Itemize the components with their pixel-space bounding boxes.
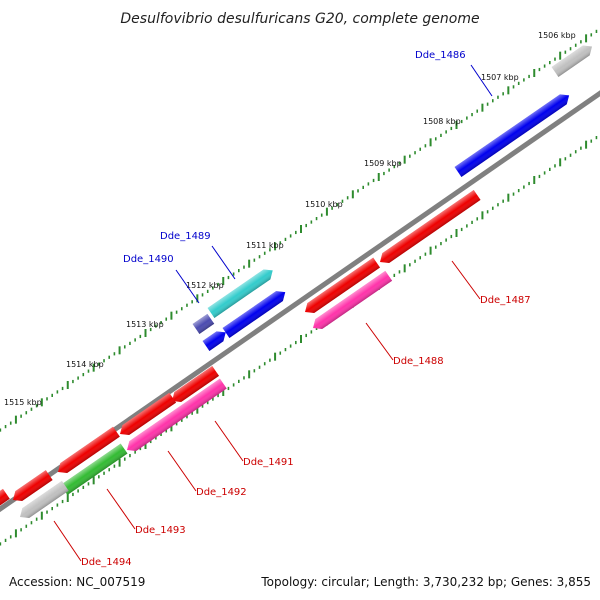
gene-arrow-g_blue_mid[interactable] bbox=[222, 287, 289, 338]
tick-label: 1511 kbp bbox=[246, 241, 284, 250]
summary-text: Topology: circular; Length: 3,730,232 bp… bbox=[260, 575, 591, 589]
gene-shading bbox=[20, 480, 69, 518]
gene-label-dde_1490[interactable]: Dde_1490 bbox=[123, 254, 174, 265]
gene-arrow-dde_1493[interactable] bbox=[60, 443, 128, 495]
gene-arrow-dde_1490[interactable] bbox=[192, 313, 215, 334]
gene-label-dde_1492[interactable]: Dde_1492 bbox=[196, 487, 247, 498]
gene-shading bbox=[207, 269, 273, 318]
gene-arrow-dde_1488[interactable] bbox=[310, 270, 393, 333]
gene-leader-line bbox=[53, 520, 82, 562]
gene-layer bbox=[0, 42, 596, 522]
gene-arrow-dde_1487[interactable] bbox=[377, 190, 481, 267]
gene-arrow-g_red_low1[interactable] bbox=[55, 426, 120, 477]
gene-label-dde_1486[interactable]: Dde_1486 bbox=[415, 50, 466, 61]
gene-leader-line bbox=[214, 420, 244, 462]
gene-arrow-g_grey_top[interactable] bbox=[551, 42, 596, 77]
gene-label-dde_1491[interactable]: Dde_1491 bbox=[243, 457, 294, 468]
gene-shading bbox=[551, 45, 593, 77]
tick-label: 1515 kbp bbox=[4, 398, 42, 407]
gene-leader-line bbox=[211, 245, 236, 280]
gene-label-dde_1488[interactable]: Dde_1488 bbox=[393, 356, 444, 367]
gene-shading bbox=[120, 392, 177, 435]
gene-leader-line bbox=[365, 322, 394, 361]
gene-leader-line bbox=[451, 260, 481, 300]
map-title: Desulfovibrio desulfuricans G20, complet… bbox=[120, 11, 479, 27]
gene-shading bbox=[313, 270, 393, 329]
gene-arrow-dde_1494[interactable] bbox=[17, 480, 69, 522]
gene-shading bbox=[0, 488, 10, 513]
gene-arrow-g_blue_small[interactable] bbox=[202, 327, 230, 351]
gene-label-dde_1493[interactable]: Dde_1493 bbox=[135, 525, 186, 536]
gene-shading bbox=[454, 94, 570, 177]
gene-arrow-g_red_1487b[interactable] bbox=[302, 257, 381, 317]
gene-leader-line bbox=[106, 488, 136, 530]
gene-shading bbox=[380, 190, 481, 263]
gene-shading bbox=[222, 291, 286, 338]
gene-arrow-dde_1489[interactable] bbox=[207, 265, 277, 318]
tick-label: 1513 kbp bbox=[126, 320, 164, 329]
gene-shading bbox=[172, 365, 220, 402]
gene-shading bbox=[127, 378, 227, 451]
tick-label: 1508 kbp bbox=[423, 117, 461, 126]
gene-shading bbox=[58, 426, 120, 473]
gene-shading bbox=[60, 443, 128, 495]
gene-leader-line bbox=[167, 450, 197, 492]
tick-label: 1512 kbp bbox=[186, 281, 224, 290]
accession-text: Accession: NC_007519 bbox=[9, 575, 145, 589]
gene-arrow-g_red_edge[interactable] bbox=[0, 488, 10, 517]
gene-label-dde_1487[interactable]: Dde_1487 bbox=[480, 295, 531, 306]
gene-label-dde_1489[interactable]: Dde_1489 bbox=[160, 231, 211, 242]
gene-arrow-g_red_1491b[interactable] bbox=[117, 392, 177, 439]
inner-tick-row bbox=[0, 136, 598, 546]
tick-label: 1507 kbp bbox=[481, 73, 519, 82]
gene-arrow-dde_1486[interactable] bbox=[454, 90, 573, 177]
gene-arrow-dde_1491[interactable] bbox=[169, 365, 220, 406]
gene-shading bbox=[305, 257, 381, 313]
label-leader-layer: Dde_1486 Dde_1489 Dde_1490 Dde_1487 Dde_1488… bbox=[53, 50, 531, 568]
gene-arrow-g_red_low2[interactable] bbox=[10, 470, 53, 505]
gene-arrow-dde_1492[interactable] bbox=[124, 378, 227, 455]
tick-label: 1506 kbp bbox=[538, 31, 576, 40]
gene-shading bbox=[13, 470, 53, 501]
gene-shading bbox=[192, 313, 215, 334]
tick-label: 1509 kbp bbox=[364, 159, 402, 168]
tick-label: 1514 kbp bbox=[66, 360, 104, 369]
gene-leader-line bbox=[470, 64, 493, 97]
gene-leader-line bbox=[175, 269, 200, 304]
tick-layer: 1506 kbp 1507 kbp 1508 kbp 1509 kbp 1510 kbp… bbox=[0, 29, 598, 546]
gene-shading bbox=[202, 331, 226, 351]
tick-label: 1510 kbp bbox=[305, 200, 343, 209]
gene-label-dde_1494[interactable]: Dde_1494 bbox=[81, 557, 132, 568]
